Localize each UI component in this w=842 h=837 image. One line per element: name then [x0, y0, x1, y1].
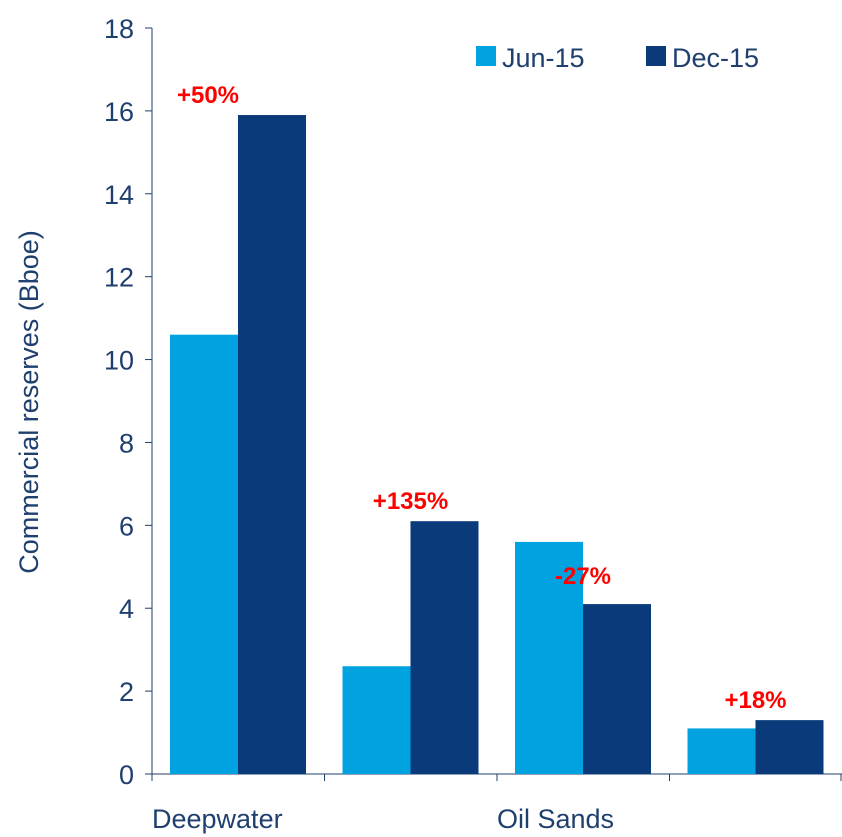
bar-jun-15-2	[342, 666, 411, 774]
plot-area: 0 2 4 6 8 10 12 14 16 18 Deepwater Oil Sands +50% +13…	[104, 14, 842, 834]
y-axis-title: Commercial reserves (Bboe)	[14, 230, 44, 574]
y-tick-label: 12	[104, 263, 134, 293]
bar-jun-15-1	[170, 334, 238, 774]
bar-dec-15-1	[238, 115, 306, 775]
x-category-label: Oil Sands	[497, 804, 614, 834]
bar-jun-15-3	[515, 541, 583, 774]
change-label-2: +135%	[373, 488, 448, 515]
y-tick-label: 10	[104, 346, 134, 376]
bar-dec-15-2	[410, 521, 479, 774]
y-tick-label: 18	[104, 14, 134, 44]
y-tick-label: 16	[104, 97, 134, 127]
change-label-1: +50%	[177, 82, 239, 109]
y-tick-label: 0	[119, 760, 134, 790]
legend-label-jun-15: Jun-15	[502, 43, 585, 73]
x-category-label: Deepwater	[152, 804, 283, 834]
y-tick-label: 8	[119, 428, 134, 458]
y-tick-label: 2	[119, 677, 134, 707]
bar-jun-15-4	[687, 728, 756, 774]
y-tick-label: 4	[119, 594, 134, 624]
bar-dec-15-3	[583, 604, 651, 774]
y-tick-label: 14	[104, 180, 134, 210]
change-label-3: -27%	[555, 563, 611, 590]
change-label-4: +18%	[724, 687, 786, 714]
legend-swatch-jun-15	[476, 46, 496, 66]
bar-dec-15-4	[755, 720, 824, 774]
legend-label-dec-15: Dec-15	[672, 43, 759, 73]
legend: Jun-15 Dec-15	[476, 43, 759, 73]
legend-swatch-dec-15	[646, 46, 666, 66]
y-tick-label: 6	[119, 511, 134, 541]
